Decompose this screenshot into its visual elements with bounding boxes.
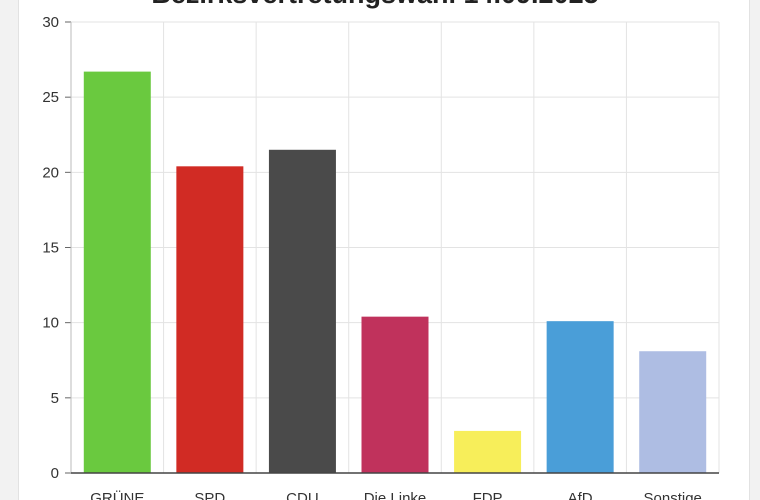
bar <box>268 149 336 474</box>
y-tick-label: 15 <box>42 240 59 257</box>
x-category-label: GRÜNE <box>90 489 144 500</box>
x-category-label: SPD <box>194 490 225 500</box>
bar <box>176 166 244 473</box>
y-tick-label: 5 <box>51 390 59 407</box>
y-tick-labels: 0 5 10 15 20 25 30 <box>42 14 59 482</box>
bar <box>83 71 151 474</box>
bar <box>454 430 522 473</box>
bars-layer <box>83 71 707 474</box>
x-category-label: Die Linke <box>364 490 427 500</box>
x-category-label: Sonstige <box>644 490 702 500</box>
x-category-label: FDP <box>473 490 503 500</box>
bar <box>639 351 707 473</box>
bar <box>546 321 614 473</box>
x-category-label: AfD <box>568 490 593 500</box>
y-tick-label: 20 <box>42 164 59 181</box>
x-category-labels: GRÜNE SPD CDU Die Linke FDP AfD Sonstige <box>90 489 702 500</box>
y-tick-label: 30 <box>42 14 59 31</box>
x-category-label: CDU <box>286 490 319 500</box>
y-tick-label: 0 <box>51 465 59 482</box>
y-tick-label: 25 <box>42 89 59 106</box>
y-tick-label: 10 <box>42 315 59 332</box>
bar <box>361 316 429 473</box>
